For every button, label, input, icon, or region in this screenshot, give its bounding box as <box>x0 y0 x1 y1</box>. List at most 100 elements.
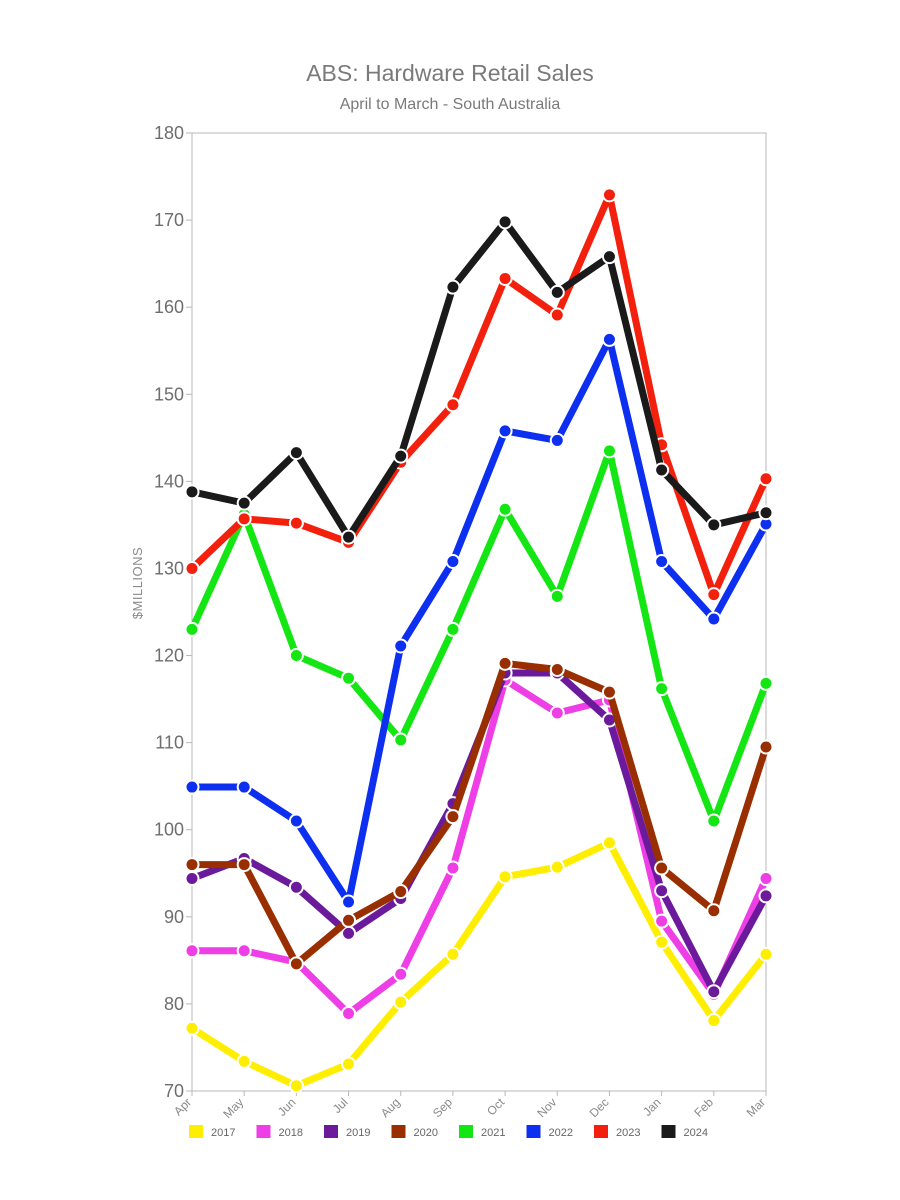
data-point[interactable] <box>601 187 617 203</box>
data-point[interactable] <box>288 1078 304 1094</box>
data-point[interactable] <box>706 517 722 533</box>
data-point[interactable] <box>758 675 774 691</box>
data-point[interactable] <box>184 621 200 637</box>
data-point[interactable] <box>288 956 304 972</box>
data-point[interactable] <box>184 857 200 873</box>
legend-item[interactable]: 2018 <box>256 1125 303 1139</box>
data-point[interactable] <box>706 1012 722 1028</box>
data-point[interactable] <box>236 495 252 511</box>
data-point[interactable] <box>654 883 670 899</box>
data-point[interactable] <box>601 835 617 851</box>
data-point[interactable] <box>445 809 461 825</box>
data-point[interactable] <box>236 857 252 873</box>
data-point[interactable] <box>341 912 357 928</box>
data-point[interactable] <box>549 284 565 300</box>
data-point[interactable] <box>549 588 565 604</box>
data-point[interactable] <box>758 505 774 521</box>
chart-subtitle: April to March - South Australia <box>339 96 561 113</box>
data-point[interactable] <box>706 903 722 919</box>
data-point[interactable] <box>549 705 565 721</box>
data-point[interactable] <box>341 1005 357 1021</box>
data-point[interactable] <box>549 661 565 677</box>
data-point[interactable] <box>601 249 617 265</box>
data-point[interactable] <box>393 994 409 1010</box>
data-point[interactable] <box>445 279 461 295</box>
data-point[interactable] <box>288 879 304 895</box>
data-point[interactable] <box>497 214 513 230</box>
data-point[interactable] <box>549 859 565 875</box>
data-point[interactable] <box>758 739 774 755</box>
data-point[interactable] <box>445 397 461 413</box>
y-axis: 70 80 90 100 110 120 130 140 150 160 170 180 <box>154 123 192 1101</box>
series-layer <box>184 187 774 1094</box>
data-point[interactable] <box>497 501 513 517</box>
data-point[interactable] <box>184 870 200 886</box>
data-point[interactable] <box>758 870 774 886</box>
data-point[interactable] <box>601 331 617 347</box>
y-tick-label: 130 <box>154 558 184 578</box>
legend-item[interactable]: 2020 <box>391 1125 438 1139</box>
data-point[interactable] <box>497 423 513 439</box>
data-point[interactable] <box>236 779 252 795</box>
y-tick-label: 150 <box>154 384 184 404</box>
data-point[interactable] <box>706 611 722 627</box>
legend-item[interactable]: 2017 <box>189 1125 235 1139</box>
data-point[interactable] <box>706 984 722 1000</box>
legend-item[interactable]: 2019 <box>324 1125 370 1139</box>
data-point[interactable] <box>184 484 200 500</box>
data-point[interactable] <box>549 307 565 323</box>
data-point[interactable] <box>393 966 409 982</box>
data-point[interactable] <box>341 529 357 545</box>
data-point[interactable] <box>341 1056 357 1072</box>
data-point[interactable] <box>445 621 461 637</box>
data-point[interactable] <box>706 813 722 829</box>
data-point[interactable] <box>654 462 670 478</box>
data-point[interactable] <box>184 1020 200 1036</box>
data-point[interactable] <box>445 946 461 962</box>
data-point[interactable] <box>758 946 774 962</box>
y-tick-label: 140 <box>154 471 184 491</box>
data-point[interactable] <box>393 448 409 464</box>
x-tick-label: Feb <box>691 1095 716 1120</box>
legend-item[interactable]: 2023 <box>594 1125 640 1139</box>
data-point[interactable] <box>184 779 200 795</box>
data-point[interactable] <box>654 553 670 569</box>
data-point[interactable] <box>654 681 670 697</box>
data-point[interactable] <box>184 943 200 959</box>
data-point[interactable] <box>445 553 461 569</box>
data-point[interactable] <box>706 587 722 603</box>
x-tick-label: Jul <box>330 1095 351 1116</box>
data-point[interactable] <box>341 894 357 910</box>
data-point[interactable] <box>393 638 409 654</box>
data-point[interactable] <box>288 813 304 829</box>
data-point[interactable] <box>601 684 617 700</box>
data-point[interactable] <box>184 560 200 576</box>
data-point[interactable] <box>236 511 252 527</box>
legend-item[interactable]: 2021 <box>459 1125 505 1139</box>
data-point[interactable] <box>758 888 774 904</box>
data-point[interactable] <box>288 515 304 531</box>
data-point[interactable] <box>549 432 565 448</box>
data-point[interactable] <box>497 270 513 286</box>
data-point[interactable] <box>393 884 409 900</box>
legend-item[interactable]: 2022 <box>526 1125 573 1139</box>
data-point[interactable] <box>601 443 617 459</box>
legend-item[interactable]: 2024 <box>661 1125 708 1139</box>
data-point[interactable] <box>393 732 409 748</box>
data-point[interactable] <box>758 471 774 487</box>
data-point[interactable] <box>288 445 304 461</box>
data-point[interactable] <box>654 860 670 876</box>
data-point[interactable] <box>288 648 304 664</box>
series-2021 <box>184 443 774 829</box>
data-point[interactable] <box>341 925 357 941</box>
data-point[interactable] <box>654 913 670 929</box>
data-point[interactable] <box>497 655 513 671</box>
data-point[interactable] <box>236 943 252 959</box>
data-point[interactable] <box>654 934 670 950</box>
data-point[interactable] <box>341 670 357 686</box>
data-point[interactable] <box>497 869 513 885</box>
data-point[interactable] <box>236 1053 252 1069</box>
legend-label: 2022 <box>549 1127 573 1139</box>
data-point[interactable] <box>445 860 461 876</box>
